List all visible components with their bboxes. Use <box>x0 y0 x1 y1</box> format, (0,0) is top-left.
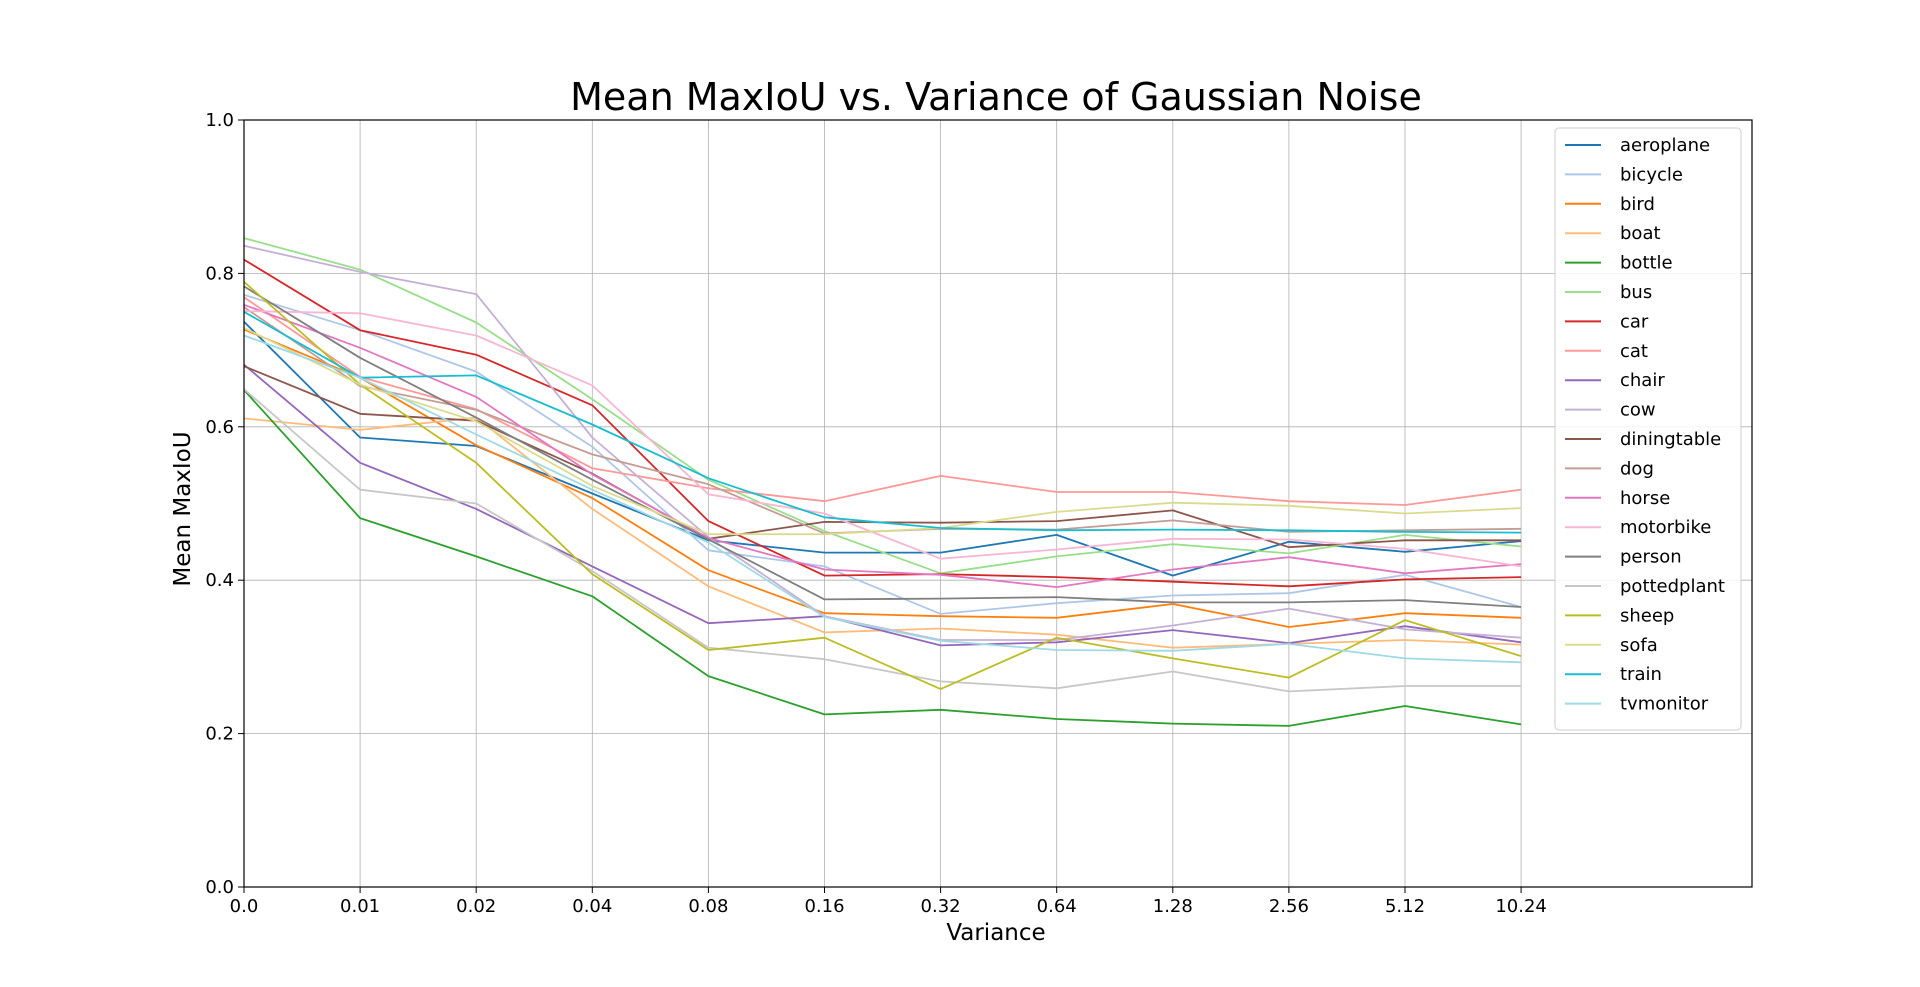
legend-entry-dog: dog <box>1565 458 1654 479</box>
legend-entry-person: person <box>1565 547 1682 568</box>
legend-label: boat <box>1620 223 1661 244</box>
legend-entry-tvmonitor: tvmonitor <box>1565 694 1709 715</box>
series-line-car <box>243 258 1522 588</box>
y-tick-label: 0.6 <box>205 417 234 438</box>
legend-entry-train: train <box>1565 664 1662 685</box>
x-tick-label: 0.01 <box>340 896 380 917</box>
series-line-bicycle <box>243 294 1522 615</box>
legend-label: pottedplant <box>1620 576 1725 597</box>
legend-label: chair <box>1620 370 1665 391</box>
x-tick-label: 10.24 <box>1495 896 1547 917</box>
legend-label: sheep <box>1620 605 1674 626</box>
legend-label: cow <box>1620 400 1656 421</box>
series-line-motorbike <box>243 310 1522 568</box>
series-line-sofa <box>243 327 1522 536</box>
legend-entry-aeroplane: aeroplane <box>1565 135 1710 156</box>
series-line-tvmonitor <box>243 334 1522 664</box>
x-tick-label: 0.04 <box>572 896 612 917</box>
legend-entry-diningtable: diningtable <box>1565 429 1721 450</box>
legend-label: train <box>1620 664 1662 685</box>
x-tick-label: 1.28 <box>1153 896 1193 917</box>
x-tick-label: 0.32 <box>921 896 961 917</box>
legend-label: diningtable <box>1620 429 1721 450</box>
legend-entry-motorbike: motorbike <box>1565 517 1711 538</box>
x-tick-label: 2.56 <box>1269 896 1309 917</box>
legend-label: bird <box>1620 194 1655 215</box>
x-tick-label: 0.64 <box>1037 896 1077 917</box>
y-tick-label: 0.0 <box>205 877 234 898</box>
legend-entry-car: car <box>1565 311 1649 332</box>
legend-entry-bird: bird <box>1565 194 1655 215</box>
series-line-cat <box>243 296 1522 506</box>
legend-entry-chair: chair <box>1565 370 1665 391</box>
legend-entry-sheep: sheep <box>1565 605 1674 626</box>
legend-label: cat <box>1620 341 1648 362</box>
series-line-pottedplant <box>243 388 1522 693</box>
legend-label: bottle <box>1620 253 1673 274</box>
legend-label: dog <box>1620 458 1654 479</box>
legend-label: aeroplane <box>1620 135 1710 156</box>
y-axis-label: Mean MaxIoU <box>170 431 196 586</box>
series-line-diningtable <box>243 365 1522 549</box>
x-axis-label: Variance <box>946 920 1045 946</box>
series-line-boat <box>243 416 1522 649</box>
y-tick-label: 0.4 <box>205 570 234 591</box>
legend-label: bus <box>1620 282 1652 303</box>
series-line-person <box>243 285 1522 608</box>
series-line-sheep <box>243 281 1522 690</box>
series-line-bird <box>243 328 1522 628</box>
series-line-chair <box>243 364 1522 647</box>
series-line-horse <box>243 303 1522 588</box>
axis-ticks: 0.0 0.2 0.4 0.6 0.8 1.0 0.0 0.01 0.02 0.04 0.08 0.1… <box>205 110 1547 917</box>
legend-entry-bottle: bottle <box>1565 253 1673 274</box>
series-line-train <box>243 311 1522 534</box>
chart-title: Mean MaxIoU vs. Variance of Gaussian Noi… <box>570 75 1422 119</box>
legend-label: car <box>1620 311 1649 332</box>
legend-entry-bus: bus <box>1565 282 1652 303</box>
series-lines <box>243 237 1522 727</box>
x-tick-label: 5.12 <box>1385 896 1425 917</box>
legend-label: sofa <box>1620 635 1658 656</box>
legend-entry-horse: horse <box>1565 488 1670 509</box>
x-tick-label: 0.0 <box>230 896 259 917</box>
series-line-bus <box>243 237 1522 575</box>
legend-entry-cat: cat <box>1565 341 1648 362</box>
x-tick-label: 0.02 <box>456 896 496 917</box>
legend-box <box>1554 127 1742 731</box>
series-line-aeroplane <box>243 321 1522 577</box>
legend-label: motorbike <box>1620 517 1711 538</box>
legend-entry-boat: boat <box>1565 223 1661 244</box>
y-tick-label: 1.0 <box>205 110 234 131</box>
series-line-bottle <box>243 389 1522 727</box>
legend-label: horse <box>1620 488 1670 509</box>
y-tick-label: 0.8 <box>205 263 234 284</box>
legend-entry-pottedplant: pottedplant <box>1565 576 1725 597</box>
legend-entry-bicycle: bicycle <box>1565 164 1683 185</box>
legend-label: person <box>1620 547 1682 568</box>
legend-entry-sofa: sofa <box>1565 635 1658 656</box>
legend-label: tvmonitor <box>1620 694 1709 715</box>
x-tick-label: 0.08 <box>688 896 728 917</box>
plot-frame <box>243 119 1753 888</box>
x-tick-label: 0.16 <box>804 896 844 917</box>
legend-label: bicycle <box>1620 164 1683 185</box>
y-tick-label: 0.2 <box>205 724 234 745</box>
legend-entry-cow: cow <box>1565 400 1656 421</box>
legend: aeroplane bicycle bird boat bottle bus car cat c… <box>1554 127 1742 731</box>
